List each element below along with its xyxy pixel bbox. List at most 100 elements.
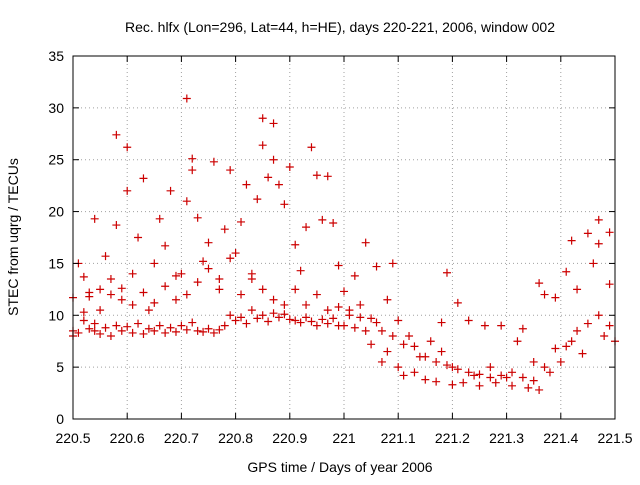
data-point (540, 290, 549, 299)
data-point (123, 143, 132, 152)
data-point (112, 221, 121, 230)
data-point (90, 319, 99, 328)
data-point (128, 300, 137, 309)
y-tick-label: 30 (48, 100, 64, 116)
data-point (480, 321, 489, 330)
data-point (442, 361, 451, 370)
y-tick-label: 10 (48, 307, 64, 323)
data-point (356, 313, 365, 322)
data-point (285, 162, 294, 171)
data-point (101, 252, 110, 261)
data-point (117, 326, 126, 335)
data-point (583, 229, 592, 238)
data-point (90, 214, 99, 223)
data-point (312, 171, 321, 180)
data-point (291, 240, 300, 249)
data-point (508, 381, 517, 390)
data-point (96, 306, 105, 315)
data-point (448, 363, 457, 372)
data-point (112, 321, 121, 330)
data-point (96, 329, 105, 338)
data-point (432, 357, 441, 366)
data-point (502, 373, 511, 382)
data-point (323, 319, 332, 328)
data-point (605, 228, 614, 237)
data-point (605, 280, 614, 289)
data-point (600, 332, 609, 341)
data-point (556, 357, 565, 366)
data-point (350, 323, 359, 332)
data-point (215, 285, 224, 294)
data-point (394, 316, 403, 325)
data-point (291, 316, 300, 325)
data-point (296, 318, 305, 327)
data-point (258, 285, 267, 294)
data-point (226, 254, 235, 263)
data-point (594, 239, 603, 248)
data-point (372, 318, 381, 327)
x-tick-label: 221 (332, 430, 356, 446)
data-point (464, 316, 473, 325)
data-point (318, 315, 327, 324)
data-point (247, 274, 256, 283)
data-point (155, 321, 164, 330)
data-point (302, 223, 311, 232)
data-point (470, 371, 479, 380)
data-point (242, 319, 251, 328)
data-point (448, 380, 457, 389)
data-point (166, 186, 175, 195)
data-point (253, 195, 262, 204)
data-point (74, 328, 83, 337)
data-point (85, 324, 94, 333)
data-point (399, 340, 408, 349)
data-point (589, 259, 598, 268)
data-point (161, 241, 170, 250)
data-point (345, 311, 354, 320)
data-point (437, 347, 446, 356)
data-point (96, 285, 105, 294)
data-point (155, 214, 164, 223)
data-point (513, 337, 522, 346)
data-point (139, 288, 148, 297)
data-point (226, 311, 235, 320)
data-point (356, 300, 365, 309)
data-point (139, 329, 148, 338)
data-point (508, 368, 517, 377)
data-point (188, 154, 197, 163)
data-point (106, 332, 115, 341)
data-point (340, 287, 348, 296)
x-tick-label: 221.2 (435, 430, 470, 446)
data-point (475, 370, 484, 379)
data-point (340, 321, 348, 330)
data-point (497, 321, 506, 330)
data-point (405, 332, 414, 341)
x-axis-label: GPS time / Days of year 2006 (247, 459, 432, 475)
data-point (535, 279, 544, 288)
data-point (242, 180, 251, 189)
data-point (258, 311, 267, 320)
data-point (334, 261, 343, 270)
data-point (269, 155, 278, 164)
data-point (237, 217, 246, 226)
data-point (171, 295, 180, 304)
data-point (535, 385, 544, 394)
data-point (237, 313, 246, 322)
data-point (264, 317, 273, 326)
data-point (334, 302, 343, 311)
data-point (388, 332, 397, 341)
data-point (79, 308, 88, 317)
data-point (594, 215, 603, 224)
x-tick-label: 220.8 (218, 430, 253, 446)
y-tick-label: 35 (48, 48, 64, 64)
data-point (220, 225, 229, 234)
data-point (280, 300, 289, 309)
data-point (562, 342, 571, 351)
data-point (182, 290, 191, 299)
data-point (475, 381, 484, 390)
data-point (247, 306, 256, 315)
data-point (594, 311, 603, 320)
data-point (101, 323, 110, 332)
data-point (307, 317, 316, 326)
data-point (383, 295, 392, 304)
